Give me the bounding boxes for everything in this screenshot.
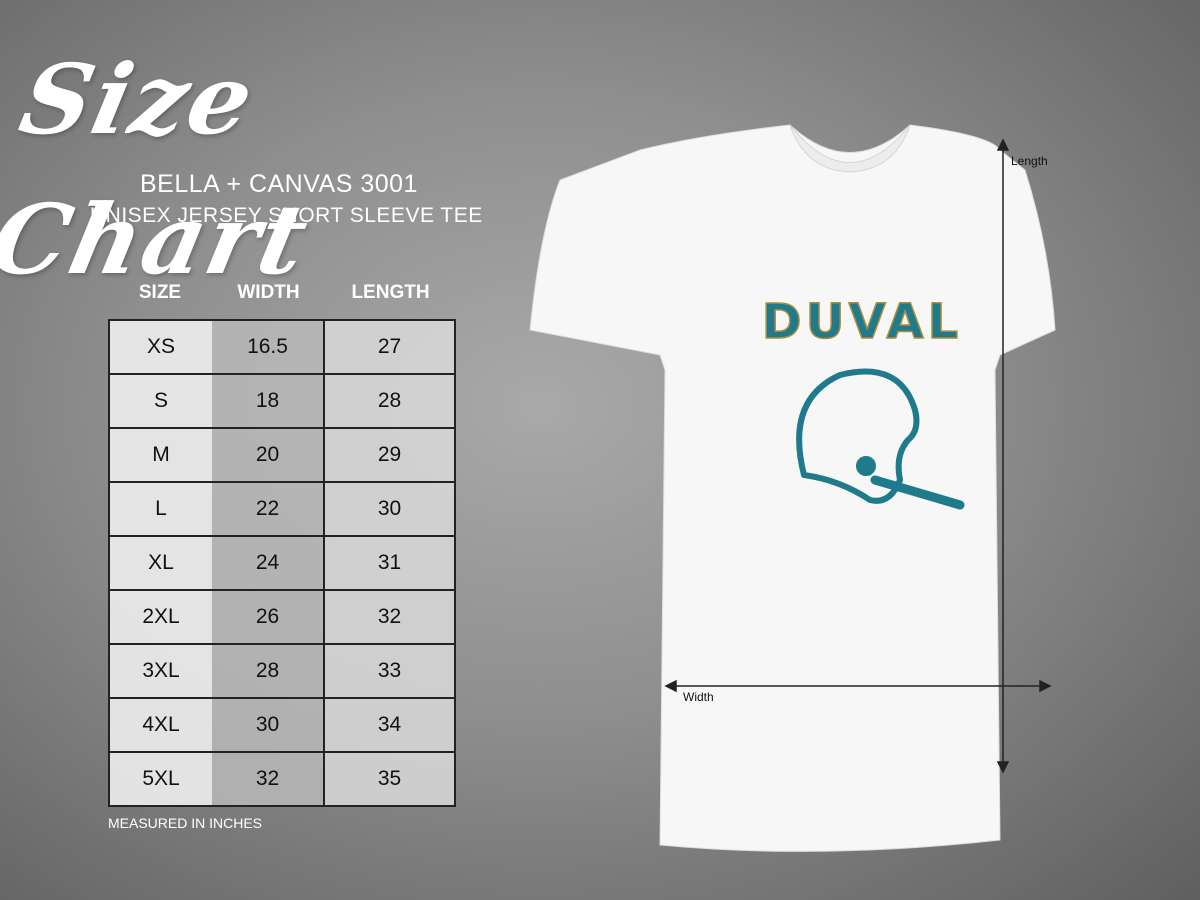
product-model: BELLA + CANVAS 3001 xyxy=(140,170,418,198)
size-cell: 4XL xyxy=(108,697,212,753)
size-cell: XS xyxy=(108,319,212,375)
size-cell: S xyxy=(108,373,212,429)
size-cell: 2XL xyxy=(108,589,212,645)
size-cell: L xyxy=(108,481,212,537)
tshirt-body xyxy=(529,124,1056,852)
size-cell: 3XL xyxy=(108,643,212,699)
width-cell: 32 xyxy=(212,751,325,807)
header-length: LENGTH xyxy=(351,282,430,303)
table-row: S 18 28 xyxy=(108,373,456,429)
length-cell: 29 xyxy=(323,427,456,483)
measurement-note: MEASURED IN INCHES xyxy=(108,815,263,831)
length-cell: 31 xyxy=(323,535,456,591)
product-description: UNISEX JERSEY SHORT SLEEVE TEE xyxy=(90,204,483,227)
width-cell: 28 xyxy=(212,643,325,699)
table-row: XL 24 31 xyxy=(108,535,456,591)
table-row: L 22 30 xyxy=(108,481,456,537)
length-cell: 28 xyxy=(323,373,456,429)
helmet-graphic xyxy=(796,368,965,510)
header-width: WIDTH xyxy=(237,282,300,303)
size-cell: 5XL xyxy=(108,751,212,807)
size-cell: XL xyxy=(108,535,212,591)
length-label: Length xyxy=(1011,154,1048,168)
width-cell: 20 xyxy=(212,427,325,483)
width-label: Width xyxy=(683,690,714,704)
size-table: XS 16.5 27 S 18 28 M 20 29 L 22 30 XL 24 31 2XL 26 32 3XL 2… xyxy=(108,319,456,807)
width-cell: 30 xyxy=(212,697,325,753)
print-duval: DUVAL xyxy=(762,294,962,350)
length-cell: 32 xyxy=(323,589,456,645)
table-row: M 20 29 xyxy=(108,427,456,483)
length-cell: 35 xyxy=(323,751,456,807)
size-cell: M xyxy=(108,427,212,483)
tshirt-collar xyxy=(789,124,911,173)
width-cell: 24 xyxy=(212,535,325,591)
length-cell: 30 xyxy=(323,481,456,537)
length-cell: 27 xyxy=(323,319,456,375)
width-cell: 22 xyxy=(212,481,325,537)
length-cell: 34 xyxy=(323,697,456,753)
length-arrow xyxy=(996,138,1010,774)
table-row: 2XL 26 32 xyxy=(108,589,456,645)
table-row: 5XL 32 35 xyxy=(108,751,456,807)
length-cell: 33 xyxy=(323,643,456,699)
table-row: 3XL 28 33 xyxy=(108,643,456,699)
width-cell: 16.5 xyxy=(212,319,325,375)
header-size: SIZE xyxy=(138,282,182,303)
table-row: 4XL 30 34 xyxy=(108,697,456,753)
width-cell: 18 xyxy=(212,373,325,429)
table-row: XS 16.5 27 xyxy=(108,319,456,375)
width-cell: 26 xyxy=(212,589,325,645)
width-arrow xyxy=(664,679,1052,693)
